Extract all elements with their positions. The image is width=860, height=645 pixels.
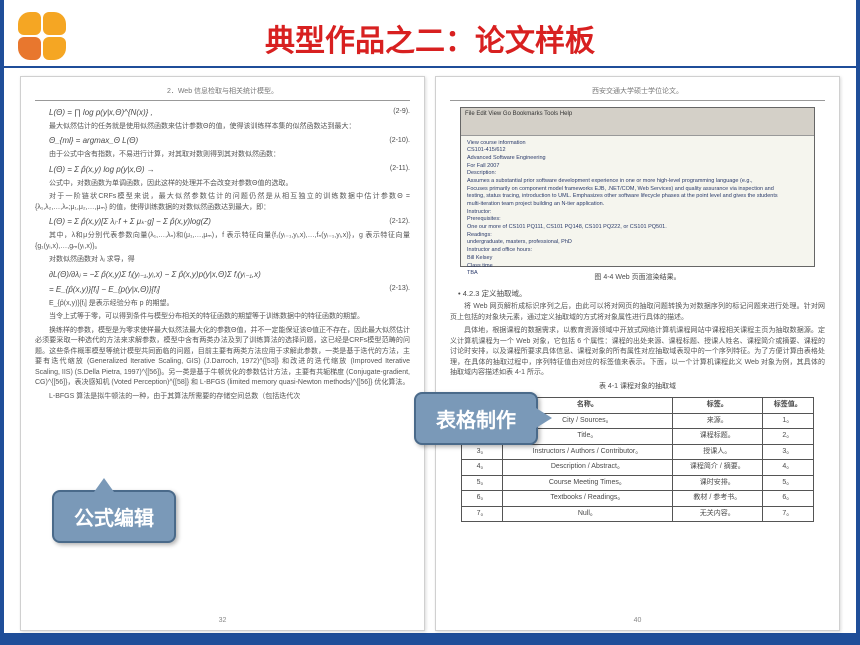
table-cell: Course Meeting Times。 [502,475,672,491]
table-cell: Instructors / Authors / Contributor。 [502,444,672,460]
browser-line: Readings: [467,232,808,240]
browser-line: One our more of CS101 PQ111, CS101 PQ148… [467,224,808,232]
formula-row: L(Θ) = ∏ log p(y|x,Θ)^{N(x)} ,(2-9). [35,107,410,119]
body-text: L-BFGS 算法是拟牛顿法的一种，由于其算法所需要的存储空间总数（包括迭代次 [35,392,410,403]
browser-body: View course informationCS101-415/612Adva… [461,136,814,282]
browser-line: Advanced Software Engineering [467,155,808,163]
table-cell: 1。 [762,413,813,429]
body-text: 最大似然估计的任务就是使用似然函数来估计参数Θ的值，使得该训练样本集的似然函数达… [35,122,410,133]
browser-line: For Fall 2007 [467,163,808,171]
table-cell: 5。 [762,475,813,491]
content-area: 2．Web 信息检取与相关统计模型。 L(Θ) = ∏ log p(y|x,Θ)… [4,68,856,631]
table-cell: Null。 [502,506,672,522]
section-heading: • 4.2.3 定义抽取域。 [458,288,825,299]
table-cell: 7。 [462,506,503,522]
left-page-num: 32 [219,616,227,627]
body-text: 由于公式中含有指数，不易进行计算，对其取对数则得到其对数似然函数： [35,150,410,161]
table-cell: 4。 [762,460,813,476]
table-row: 4。Description / Abstract。课程简介 / 摘要。4。 [462,460,814,476]
formula-row: ∂L(Θ)/∂λⱼ = −Σ p̂(x,y)Σ fⱼ(yᵢ₋₁,yᵢ,x) − … [35,269,410,281]
formula-row: L(Θ) = Σ p̂(x,y) log p(y|x,Θ) →(2-11). [35,164,410,176]
table-header: 标签。 [672,398,762,414]
table-cell: 6。 [462,491,503,507]
browser-line: testing, status tracing, introduction to… [467,193,808,201]
table-cell: 授课人。 [672,444,762,460]
table-cell: 课程标题。 [672,429,762,445]
table-cell: 4。 [462,460,503,476]
table-header: 标签值。 [762,398,813,414]
table-cell: Description / Abstract。 [502,460,672,476]
table-cell: 2。 [762,429,813,445]
body-text: 具体地，根据课程的数据需求，以教育资源领域中开放式网络计算机课程网站中课程相关课… [450,326,825,379]
browser-line: multi-iteration team project building an… [467,201,808,209]
browser-line: TBA [467,270,808,278]
body-text: 公式中，对数函数为单调函数，因此这样的处理并不会改变对参数Θ值的选取。 [35,179,410,190]
table-cell: 3。 [462,444,503,460]
browser-line: View course information [467,140,808,148]
table-row: 5。Course Meeting Times。课时安排。5。 [462,475,814,491]
table-row: 7。Null。无关内容。7。 [462,506,814,522]
body-text: 对数似然函数对 λⱼ 求导，得 [35,255,410,266]
left-page-header: 2．Web 信息检取与相关统计模型。 [35,87,410,101]
right-page-num: 40 [634,616,642,627]
table-cell: 5。 [462,475,503,491]
browser-line: Class time [467,263,808,271]
slide-title: 典型作品之二：论文样板 [4,0,856,68]
table-cell: 课时安排。 [672,475,762,491]
left-page: 2．Web 信息检取与相关统计模型。 L(Θ) = ∏ log p(y|x,Θ)… [20,76,425,631]
browser-screenshot: File Edit View Go Bookmarks Tools Help V… [460,107,815,267]
table-row: 3。Instructors / Authors / Contributor。授课… [462,444,814,460]
body-text: 对于一阶链状CRFs模型来说，最大似然参数估计的问题仍然是从相互独立的训练数据中… [35,192,410,213]
table-caption: 表 4-1 课程对象的抽取域 [450,382,825,393]
callout-table: 表格制作 [414,392,538,445]
browser-line: Instructor: [467,209,808,217]
browser-line: undergraduate, masters, professional, Ph… [467,239,808,247]
browser-line: Bill Kelsey [467,255,808,263]
browser-line: CS101-415/612 [467,147,808,155]
right-page: 西安交通大学硕士学位论文。 File Edit View Go Bookmark… [435,76,840,631]
table-cell: 课程简介 / 摘要。 [672,460,762,476]
browser-line: Prerequisites: [467,216,808,224]
right-page-header: 西安交通大学硕士学位论文。 [450,87,825,101]
table-cell: 7。 [762,506,813,522]
table-cell: 3。 [762,444,813,460]
browser-line: Description: [467,170,808,178]
body-text: 将 Web 网页解析成标识序列之后，由此可以将对网页的抽取问题转换为对数据序列的… [450,302,825,323]
table-cell: 来源。 [672,413,762,429]
browser-line: Assumes a substantial prior software dev… [467,178,808,186]
callout-formula: 公式编辑 [52,490,176,543]
body-text: 当令上式等于零，可以得到条件与模型分布相关的特征函数的期望等于训练数据中的特征函… [35,312,410,323]
table-cell: 无关内容。 [672,506,762,522]
body-text: 换练样的参数，模型是为零求使样最大似然法最大化的参数Θ值，并不一定能保证该Θ值正… [35,326,410,389]
table-cell: 教材 / 参考书。 [672,491,762,507]
office-logo [18,12,66,60]
formula-row: Θ_{ml} = argmax_Θ L(Θ)(2-10). [35,135,410,147]
formula-row: = E_{p̂(x,y)}[fⱼ] − E_{p(y|x,Θ)}[fⱼ](2-1… [35,284,410,296]
body-text: E_{p̂(x,y)}[fⱼ] 是表示经验分布 p 的期望。 [35,299,410,310]
browser-line: Instructor and office hours: [467,247,808,255]
table-cell: 6。 [762,491,813,507]
formula-row: L(Θ) = Σ p̂(x,y)[Σ λⱼ·f + Σ μₖ·g] − Σ p̂… [35,216,410,228]
browser-toolbar: File Edit View Go Bookmarks Tools Help [461,108,814,136]
table-cell: Textbooks / Readings。 [502,491,672,507]
table-row: 6。Textbooks / Readings。教材 / 参考书。6。 [462,491,814,507]
body-text: 其中，λ和μ分别代表参数向量(λ₁,…,λₙ)和(μ₁,…,μₘ)，f 表示特征… [35,231,410,252]
browser-line: Focuses primarily on component model fra… [467,186,808,194]
